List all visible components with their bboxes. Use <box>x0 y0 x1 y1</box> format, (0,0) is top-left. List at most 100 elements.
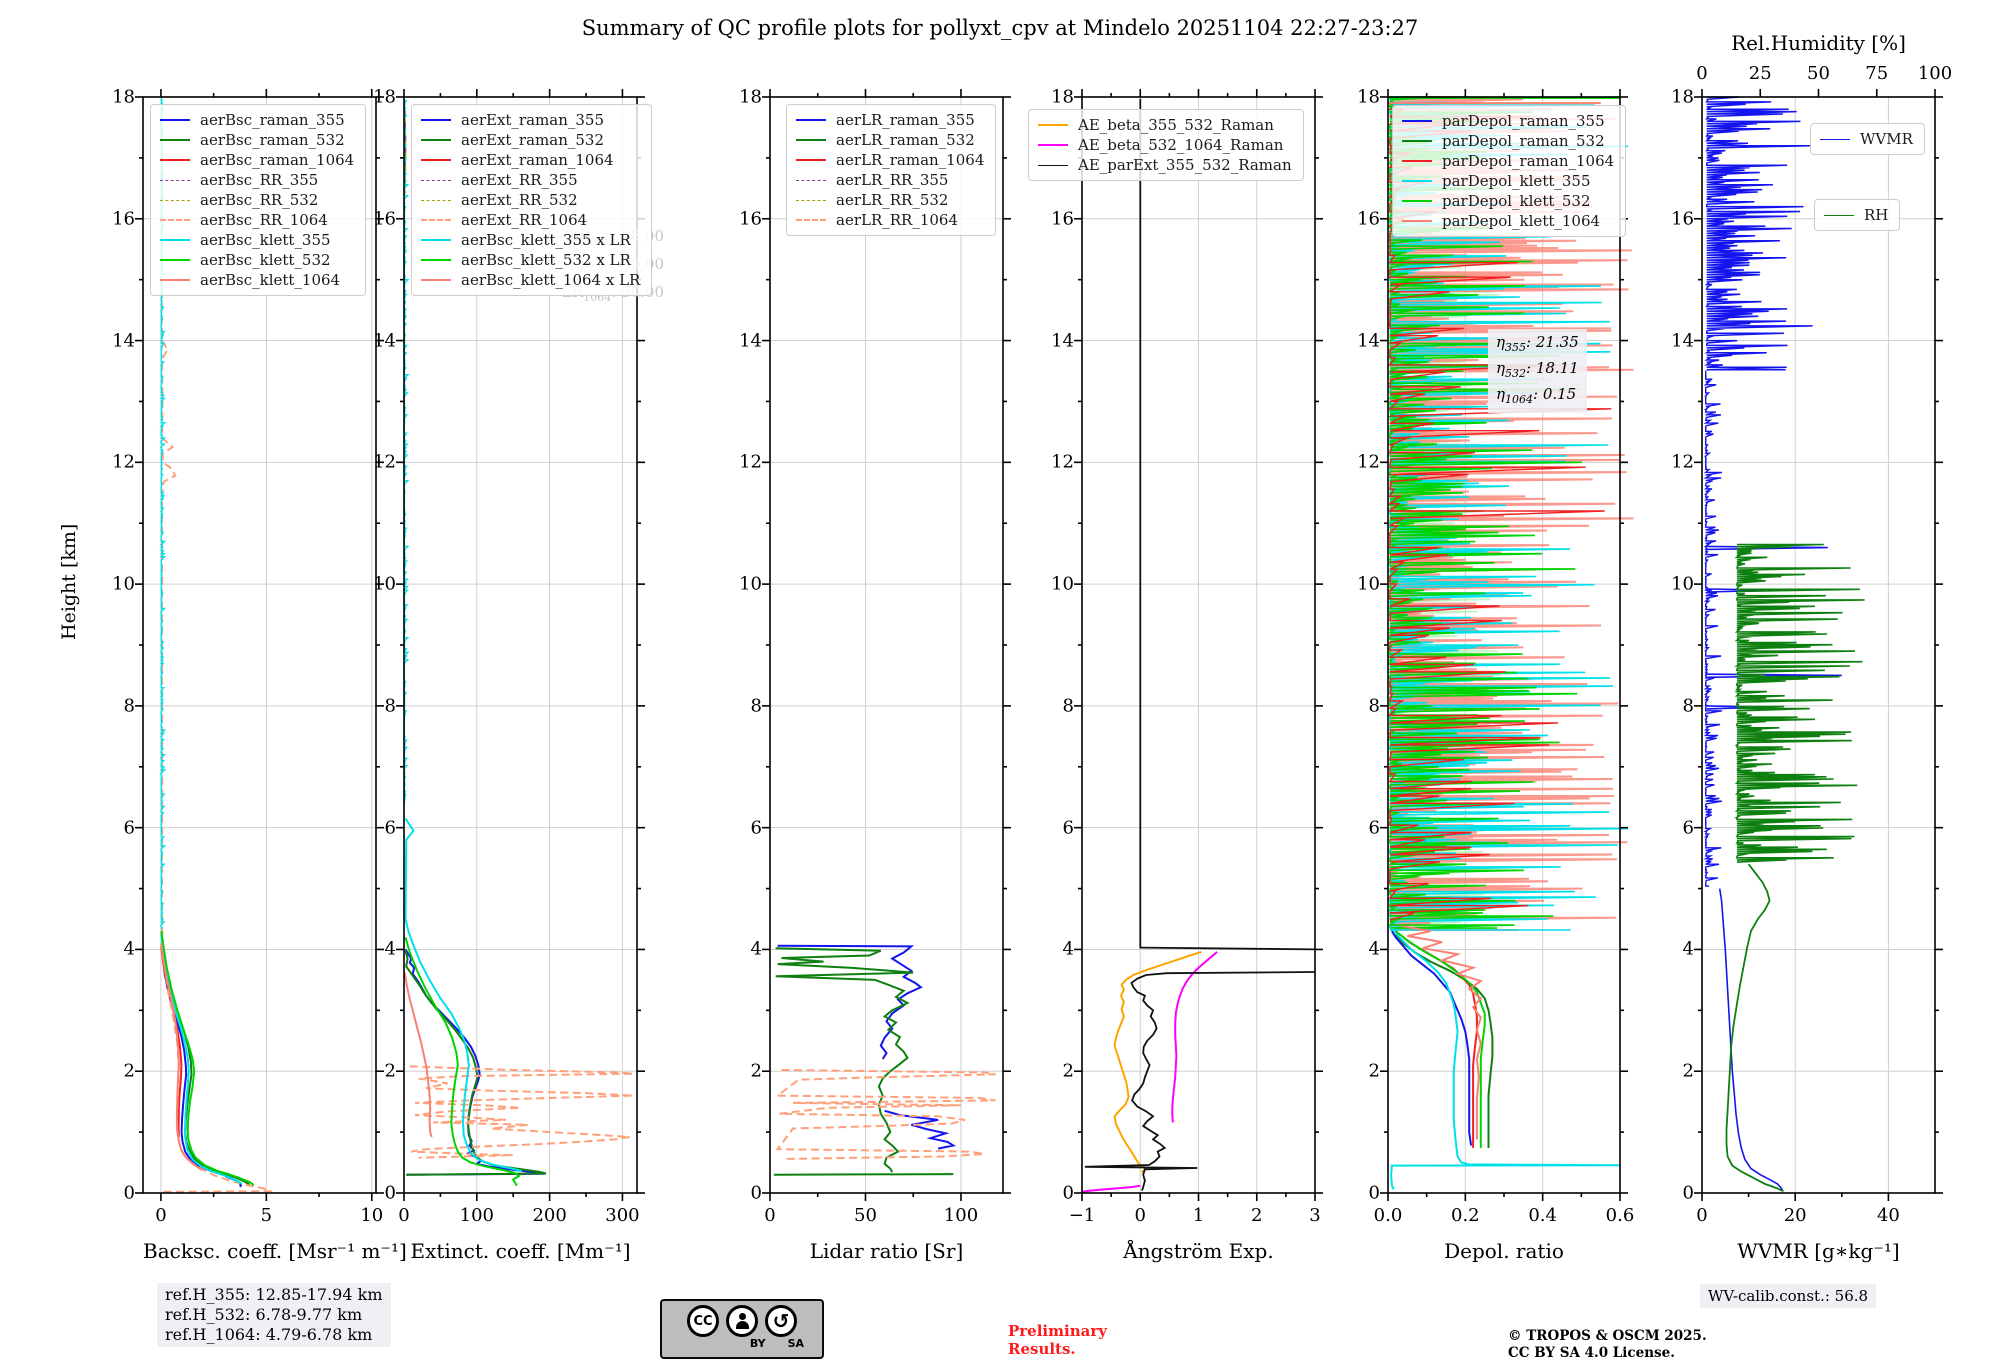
legend-angstrom: AE_beta_355_532_Raman AE_beta_532_1064_Ra… <box>1028 109 1304 181</box>
series-AE_beta_355_532_Raman <box>1113 950 1202 1174</box>
y-tick-label: 8 <box>1682 695 1694 717</box>
legend-label: parDepol_klett_532 <box>1442 192 1591 210</box>
axes-spines <box>1074 89 1323 1201</box>
copyright-line2: CC BY SA 4.0 License. <box>1508 1345 1675 1360</box>
legend-label: aerBsc_klett_355 x LR <box>461 231 631 249</box>
legend-label: aerLR_RR_532 <box>836 191 949 209</box>
y-tick-label: 18 <box>112 86 135 108</box>
x-tick-label: −1 <box>1068 1205 1096 1226</box>
legend-line-sample-icon <box>1038 144 1068 146</box>
legend-label: AE_beta_532_1064_Raman <box>1078 136 1284 154</box>
cc-license-badge: CC ↺ BY SA <box>660 1299 824 1359</box>
legend-line-sample-icon <box>1402 140 1432 142</box>
series-WVMR <box>1718 888 1784 1191</box>
series-group <box>773 944 996 1176</box>
series-group <box>1386 96 1634 1190</box>
legend-depol_ratio: parDepol_raman_355 parDepol_raman_532 parD… <box>1392 105 1627 237</box>
y-tick-label: 8 <box>750 695 762 717</box>
legend-line-sample-icon <box>421 279 451 281</box>
y-tick-label: 14 <box>1671 330 1694 352</box>
y-tick-label: 16 <box>1671 208 1694 230</box>
legend-item: parDepol_klett_532 <box>1402 191 1614 211</box>
y-tick-label: 14 <box>739 330 762 352</box>
legend-item: aerLR_raman_355 <box>796 110 984 130</box>
x-tick-label: 20 <box>1783 1205 1807 1226</box>
legend-line-sample-icon <box>1820 138 1850 140</box>
y-tick-label: 18 <box>373 86 396 108</box>
legend-label: aerBsc_RR_355 <box>200 171 319 189</box>
series-parDepol_raman_355 <box>1391 930 1473 1146</box>
series-aerBsc_klett_1064 x LR <box>403 972 433 1138</box>
legend-label: aerBsc_klett_1064 x LR <box>461 271 641 289</box>
legend-item: aerLR_RR_532 <box>796 190 984 210</box>
legend-line-sample-icon <box>796 179 826 181</box>
legend-item: aerLR_raman_1064 <box>796 150 984 170</box>
y-tick-label: 2 <box>1682 1060 1694 1082</box>
axes-spines <box>1694 89 1943 1201</box>
y-tick-label: 18 <box>1671 86 1694 108</box>
series-AE_beta_532_1064_Raman <box>1171 951 1218 1123</box>
top-tick-label: 0 <box>1696 63 1708 84</box>
y-tick-label: 4 <box>750 938 762 960</box>
series-aerBsc_raman_355 <box>160 943 243 1188</box>
legend-item: aerBsc_klett_1064 x LR <box>421 270 640 290</box>
y-tick-label: 4 <box>1368 938 1380 960</box>
legend-label: aerBsc_raman_532 <box>200 131 345 149</box>
series-aerExt_RR_1064 <box>409 1065 634 1159</box>
legend-label: aerLR_raman_532 <box>836 131 975 149</box>
legend-item: parDepol_raman_532 <box>1402 131 1614 151</box>
x-tick-label: 0.6 <box>1605 1205 1635 1226</box>
legend-item: aerLR_RR_1064 <box>796 210 984 230</box>
x-tick-label: 200 <box>532 1205 567 1226</box>
legend-label: aerLR_RR_355 <box>836 171 949 189</box>
y-tick-label: 12 <box>1051 451 1074 473</box>
y-tick-label: 8 <box>384 695 396 717</box>
legend-label: parDepol_raman_355 <box>1442 112 1605 130</box>
legend-item: aerLR_RR_355 <box>796 170 984 190</box>
annotation-line: η355: 21.35 <box>1496 333 1579 354</box>
y-tick-label: 4 <box>1682 938 1694 960</box>
series-AE_parExt_355_532_Raman <box>1139 98 1316 951</box>
x-tick-label: 5 <box>260 1205 273 1226</box>
legend-label: aerBsc_klett_355 <box>200 231 331 249</box>
y-tick-label: 10 <box>373 573 396 595</box>
series-wvmr-noise <box>1703 96 1813 371</box>
cc-badge-labels: BY SA <box>662 1337 822 1350</box>
legend-label: AE_parExt_355_532_Raman <box>1078 156 1292 174</box>
legend-item: AE_beta_355_532_Raman <box>1038 115 1292 135</box>
axes-spines <box>396 89 645 1201</box>
legend-item: aerExt_raman_532 <box>421 130 640 150</box>
series-aerBsc_klett_532 x LR <box>404 937 521 1187</box>
chart-lidar_ratio <box>762 89 1011 1201</box>
legend-lidar_ratio: aerLR_raman_355 aerLR_raman_532 aerLR_rama… <box>786 104 997 236</box>
legend-line-sample-icon <box>160 219 190 221</box>
x-tick-label: 0 <box>764 1205 776 1226</box>
legend-line-sample-icon <box>1402 120 1432 122</box>
y-tick-label: 0 <box>1062 1182 1074 1204</box>
subplot-wvmr: 0 20 40 0 2 4 6 8 10 12 14 16 18 0 25 50 75 100 Rel.Humidi… <box>1671 31 1952 1263</box>
series-parDepol_klett_532 <box>1395 930 1486 1148</box>
preliminary-results-note: Preliminary Results. <box>1008 1322 1107 1358</box>
cc-sa-label: SA <box>787 1337 804 1350</box>
legend-item: aerBsc_raman_532 <box>160 130 354 150</box>
legend-line-sample-icon <box>160 179 190 181</box>
annotation-line: η1064: 0.15 <box>1496 385 1577 406</box>
series-aerLR_raman_355 <box>777 944 923 1060</box>
x-tick-label: 0 <box>1696 1205 1708 1226</box>
cc-by-person-icon <box>726 1305 758 1337</box>
gridlines <box>770 97 1003 1193</box>
top-axis-label: Rel.Humidity [%] <box>1731 31 1906 55</box>
series-group <box>1703 96 1865 1193</box>
legend-line-sample-icon <box>160 279 190 281</box>
legend-label: aerBsc_RR_532 <box>200 191 319 209</box>
axes-spines <box>1380 89 1628 1201</box>
y-tick-label: 6 <box>1682 817 1694 839</box>
legend-label: RH <box>1864 206 1889 224</box>
legend-label: aerBsc_klett_532 <box>200 251 331 269</box>
series-group <box>159 96 273 1193</box>
legend-line-sample-icon <box>421 159 451 161</box>
legend-line-sample-icon <box>1824 214 1854 216</box>
legend-item: aerBsc_raman_1064 <box>160 150 354 170</box>
subplot-backscatter: 0 5 10 0 2 4 6 8 10 12 14 16 18 Backsc. coeff. [Msr⁻¹… <box>112 87 407 1264</box>
legend-label: parDepol_klett_355 <box>1442 172 1591 190</box>
